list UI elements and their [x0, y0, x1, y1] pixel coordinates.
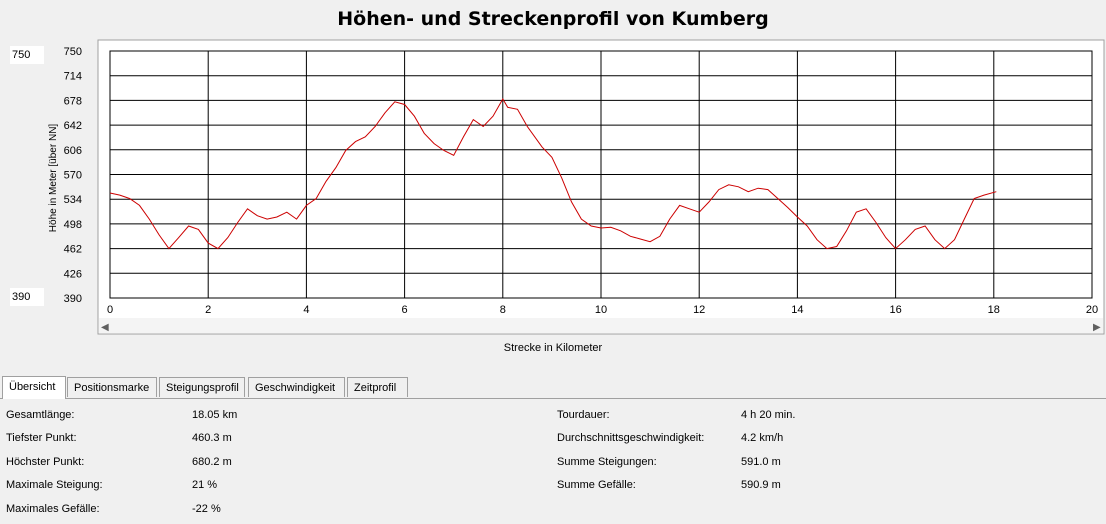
- stat-value: 21 %: [192, 479, 218, 491]
- stat-value: 680.2 m: [192, 456, 232, 468]
- y-tick-label: 714: [64, 71, 82, 83]
- stat-label: Tourdauer:: [557, 409, 610, 421]
- stat-label: Maximales Gefälle:: [6, 503, 100, 515]
- elevation-line: [109, 98, 997, 250]
- y-min-input[interactable]: 390: [10, 288, 44, 306]
- x-tick-label: 0: [107, 304, 113, 316]
- stat-label: Maximale Steigung:: [6, 479, 103, 491]
- tab-geschwindigkeit[interactable]: Geschwindigkeit: [248, 377, 345, 397]
- stat-label: Gesamtlänge:: [6, 409, 75, 421]
- x-tick-label: 16: [889, 304, 901, 316]
- x-tick-label: 4: [303, 304, 309, 316]
- y-axis-label: Höhe in Meter [über NN]: [48, 124, 59, 233]
- y-tick-label: 642: [64, 120, 82, 132]
- x-tick-label: 2: [205, 304, 211, 316]
- x-tick-labels: 0 2 4 6 8 10 12 14 16 18 20: [107, 304, 1098, 316]
- y-tick-label: 606: [64, 145, 82, 157]
- stat-value: 590.9 m: [741, 479, 781, 491]
- tab-positionsmarke[interactable]: Positionsmarke: [67, 377, 157, 397]
- y-tick-labels: 750 714 678 642 606 570 534 498 462 426 390: [64, 46, 82, 305]
- horizontal-scrollbar[interactable]: [99, 318, 1103, 333]
- stat-value: 4 h 20 min.: [741, 409, 796, 421]
- y-tick-label: 678: [64, 95, 82, 107]
- scroll-left-icon[interactable]: ◀: [101, 322, 109, 333]
- tab-uebersicht[interactable]: Übersicht: [2, 376, 66, 399]
- stat-value: 460.3 m: [192, 432, 232, 444]
- y-tick-label: 390: [64, 293, 82, 305]
- y-tick-label: 426: [64, 268, 82, 280]
- chart-title: Höhen- und Streckenprofil von Kumberg: [337, 8, 769, 30]
- x-tick-label: 6: [402, 304, 408, 316]
- stat-value: 591.0 m: [741, 456, 781, 468]
- y-tick-label: 498: [64, 219, 82, 231]
- x-tick-label: 20: [1086, 304, 1098, 316]
- stat-value: -22 %: [192, 503, 221, 515]
- y-max-input[interactable]: 750: [10, 46, 44, 64]
- y-tick-label: 750: [64, 46, 82, 58]
- x-tick-label: 12: [693, 304, 705, 316]
- stat-label: Summe Steigungen:: [557, 456, 657, 468]
- tab-zeitprofil[interactable]: Zeitprofil: [347, 377, 408, 397]
- x-tick-label: 14: [791, 304, 803, 316]
- x-tick-label: 8: [500, 304, 506, 316]
- stat-label: Durchschnittsgeschwindigkeit:: [557, 432, 705, 444]
- tab-bar: Übersicht Positionsmarke Steigungsprofil…: [0, 376, 1106, 399]
- scroll-right-icon[interactable]: ▶: [1093, 322, 1101, 333]
- x-tick-label: 18: [988, 304, 1000, 316]
- stat-value: 4.2 km/h: [741, 432, 784, 444]
- overview-panel: Gesamtlänge: 18.05 km Tiefster Punkt: 46…: [0, 398, 1106, 524]
- stat-label: Tiefster Punkt:: [6, 432, 77, 444]
- y-tick-label: 462: [64, 244, 82, 256]
- tab-steigungsprofil[interactable]: Steigungsprofil: [159, 377, 245, 397]
- stat-value: 18.05 km: [192, 409, 238, 421]
- x-axis-label: Strecke in Kilometer: [503, 342, 603, 354]
- x-tick-label: 10: [595, 304, 607, 316]
- stat-label: Summe Gefälle:: [557, 479, 636, 491]
- y-tick-label: 570: [64, 170, 82, 182]
- y-tick-label: 534: [64, 194, 82, 206]
- grid: [109, 50, 1093, 299]
- stat-label: Höchster Punkt:: [6, 456, 85, 468]
